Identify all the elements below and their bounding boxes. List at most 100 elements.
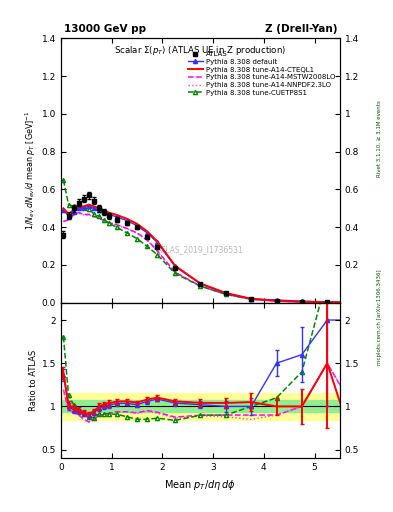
Pythia 8.308 tune-A14-NNPDF2.3LO [325,299,330,305]
Text: Rivet 3.1.10, ≥ 3.1M events: Rivet 3.1.10, ≥ 3.1M events [377,100,382,177]
Pythia 8.308 tune-A14-MSTW2008LO [125,225,129,231]
Pythia 8.308 tune-A14-NNPDF2.3LO [198,283,203,289]
Pythia 8.308 tune-A14-CTEQL1 [114,212,119,218]
Pythia 8.308 tune-CUETP8S1 [173,270,177,276]
Pythia 8.308 tune-A14-MSTW2008LO [114,222,119,228]
Pythia 8.308 tune-A14-NNPDF2.3LO [61,219,66,225]
Pythia 8.308 tune-A14-MSTW2008LO [224,291,228,297]
Pythia 8.308 tune-CUETP8S1 [155,251,160,258]
Pythia 8.308 tune-A14-NNPDF2.3LO [274,298,279,304]
Legend: ATLAS, Pythia 8.308 default, Pythia 8.308 tune-A14-CTEQL1, Pythia 8.308 tune-A14: ATLAS, Pythia 8.308 default, Pythia 8.30… [186,50,336,97]
Pythia 8.308 tune-A14-MSTW2008LO [71,212,76,218]
Pythia 8.308 default [325,299,330,305]
Pythia 8.308 default [76,205,81,211]
Pythia 8.308 tune-CUETP8S1 [145,243,149,249]
Pythia 8.308 tune-A14-MSTW2008LO [61,219,66,225]
Pythia 8.308 tune-A14-CTEQL1 [97,205,101,211]
Pythia 8.308 tune-CUETP8S1 [299,298,304,305]
Pythia 8.308 tune-A14-MSTW2008LO [274,298,279,304]
Pythia 8.308 tune-A14-CTEQL1 [102,207,107,214]
Pythia 8.308 default [71,209,76,215]
Pythia 8.308 tune-A14-CTEQL1 [107,209,112,216]
Text: mcplots.cern.ch [arXiv:1306.3436]: mcplots.cern.ch [arXiv:1306.3436] [377,270,382,365]
Pythia 8.308 tune-A14-NNPDF2.3LO [92,214,96,220]
Pythia 8.308 tune-CUETP8S1 [350,299,355,305]
Pythia 8.308 default [61,207,66,214]
Pythia 8.308 tune-A14-CTEQL1 [350,300,355,306]
Pythia 8.308 tune-CUETP8S1 [86,206,91,212]
Pythia 8.308 tune-A14-NNPDF2.3LO [81,212,86,218]
Pythia 8.308 default [173,263,177,269]
Pythia 8.308 tune-A14-MSTW2008LO [350,300,355,306]
Pythia 8.308 tune-A14-MSTW2008LO [135,230,140,236]
Pythia 8.308 default [107,211,112,218]
Pythia 8.308 tune-A14-CTEQL1 [299,298,304,305]
Pythia 8.308 tune-CUETP8S1 [325,298,330,305]
Pythia 8.308 tune-CUETP8S1 [97,213,101,219]
Y-axis label: $1/N_{ev}\,dN_{ev}/d$ mean $p_T$ [GeV]$^{-1}$: $1/N_{ev}\,dN_{ev}/d$ mean $p_T$ [GeV]$^… [23,111,37,230]
Pythia 8.308 tune-A14-NNPDF2.3LO [97,216,101,222]
Line: Pythia 8.308 tune-A14-NNPDF2.3LO: Pythia 8.308 tune-A14-NNPDF2.3LO [63,213,353,303]
Pythia 8.308 tune-CUETP8S1 [71,203,76,209]
Pythia 8.308 default [135,223,140,229]
Pythia 8.308 tune-A14-MSTW2008LO [102,218,107,224]
Pythia 8.308 tune-A14-NNPDF2.3LO [102,218,107,224]
Line: Pythia 8.308 default: Pythia 8.308 default [61,204,355,305]
Text: Z (Drell-Yan): Z (Drell-Yan) [264,25,337,34]
Bar [61,400,340,413]
Pythia 8.308 tune-A14-NNPDF2.3LO [299,298,304,305]
Pythia 8.308 tune-CUETP8S1 [81,205,86,211]
Pythia 8.308 tune-CUETP8S1 [135,236,140,242]
Pythia 8.308 tune-A14-MSTW2008LO [92,213,96,219]
Pythia 8.308 tune-A14-CTEQL1 [61,205,66,211]
Pythia 8.308 tune-CUETP8S1 [198,283,203,289]
Pythia 8.308 tune-CUETP8S1 [274,297,279,304]
Pythia 8.308 tune-A14-NNPDF2.3LO [224,291,228,297]
Pythia 8.308 tune-A14-CTEQL1 [224,290,228,296]
Pythia 8.308 tune-CUETP8S1 [125,230,129,236]
Pythia 8.308 default [66,213,71,219]
Pythia 8.308 default [299,298,304,304]
Pythia 8.308 tune-CUETP8S1 [76,203,81,209]
Pythia 8.308 tune-A14-NNPDF2.3LO [86,212,91,218]
Pythia 8.308 tune-A14-CTEQL1 [92,203,96,209]
Pythia 8.308 default [102,209,107,215]
Pythia 8.308 tune-A14-MSTW2008LO [76,209,81,216]
Pythia 8.308 default [198,281,203,287]
Pythia 8.308 tune-A14-CTEQL1 [86,202,91,208]
Pythia 8.308 tune-A14-NNPDF2.3LO [66,217,71,223]
Pythia 8.308 tune-A14-MSTW2008LO [249,296,253,303]
Pythia 8.308 tune-A14-CTEQL1 [155,238,160,244]
Pythia 8.308 tune-CUETP8S1 [102,217,107,223]
Pythia 8.308 tune-A14-MSTW2008LO [86,211,91,218]
Pythia 8.308 tune-A14-NNPDF2.3LO [114,222,119,228]
Pythia 8.308 tune-A14-CTEQL1 [145,228,149,234]
Line: Pythia 8.308 tune-A14-MSTW2008LO: Pythia 8.308 tune-A14-MSTW2008LO [63,212,353,303]
Text: ATLAS_2019_I1736531: ATLAS_2019_I1736531 [157,245,244,254]
Pythia 8.308 tune-A14-NNPDF2.3LO [145,238,149,244]
Pythia 8.308 tune-A14-MSTW2008LO [66,217,71,223]
Pythia 8.308 tune-A14-MSTW2008LO [299,298,304,305]
Pythia 8.308 tune-A14-MSTW2008LO [155,248,160,254]
Pythia 8.308 default [81,204,86,210]
Line: Pythia 8.308 tune-A14-CTEQL1: Pythia 8.308 tune-A14-CTEQL1 [63,205,353,303]
Pythia 8.308 tune-A14-CTEQL1 [198,281,203,287]
Pythia 8.308 tune-A14-CTEQL1 [325,299,330,305]
Text: Scalar $\Sigma(p_T)$ (ATLAS UE in Z production): Scalar $\Sigma(p_T)$ (ATLAS UE in Z prod… [114,44,286,57]
Pythia 8.308 tune-A14-CTEQL1 [76,203,81,209]
Pythia 8.308 tune-A14-MSTW2008LO [198,283,203,289]
Pythia 8.308 tune-CUETP8S1 [61,177,66,183]
Line: Pythia 8.308 tune-CUETP8S1: Pythia 8.308 tune-CUETP8S1 [61,178,355,304]
Pythia 8.308 tune-A14-MSTW2008LO [145,237,149,243]
Pythia 8.308 default [86,203,91,209]
Pythia 8.308 tune-CUETP8S1 [66,202,71,208]
Pythia 8.308 default [145,230,149,236]
Pythia 8.308 tune-CUETP8S1 [114,224,119,230]
Pythia 8.308 tune-A14-CTEQL1 [71,207,76,214]
Pythia 8.308 default [224,290,228,296]
Pythia 8.308 default [125,218,129,224]
Pythia 8.308 tune-A14-MSTW2008LO [81,211,86,218]
Pythia 8.308 default [249,296,253,302]
Pythia 8.308 tune-A14-NNPDF2.3LO [350,300,355,306]
Pythia 8.308 tune-A14-MSTW2008LO [107,220,112,226]
